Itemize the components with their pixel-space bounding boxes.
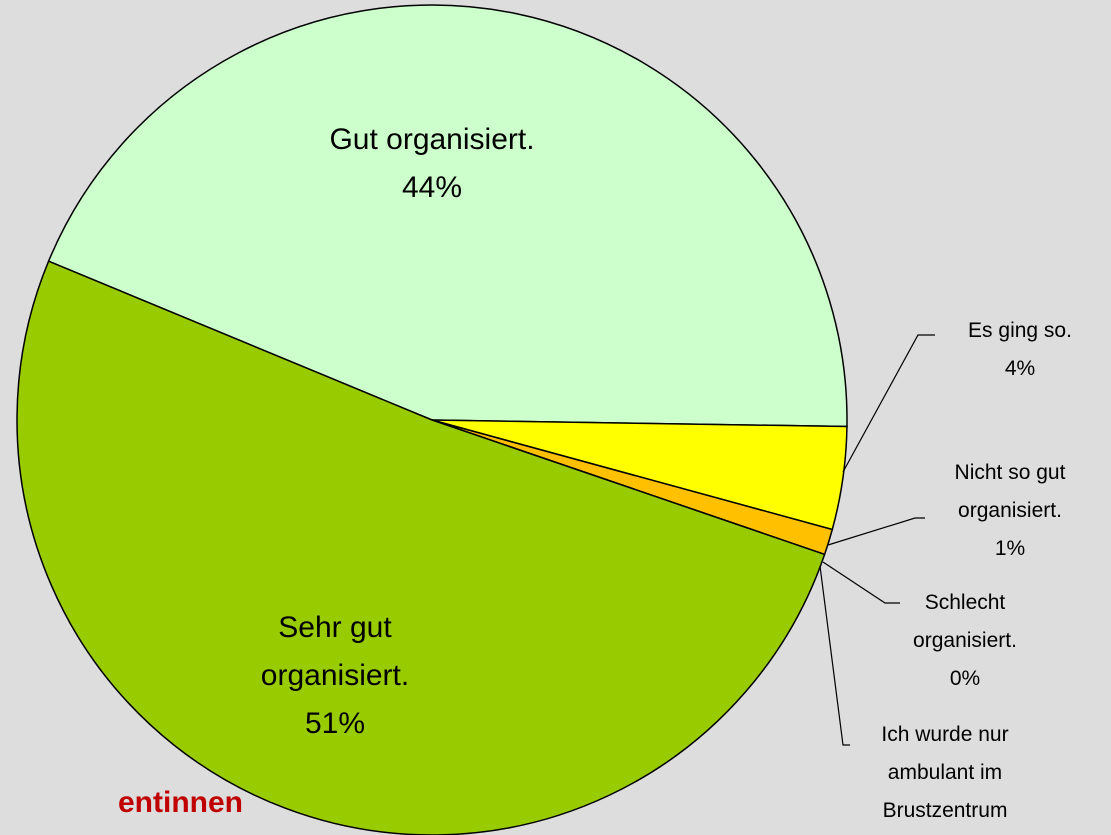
slice-label: Sehr gut organisiert. 51% (210, 604, 460, 748)
category-label: Es ging so. (968, 319, 1072, 342)
value-label: 0% (949, 667, 981, 690)
category-label: Nicht so gut organisiert. (954, 461, 1066, 522)
leader-line (842, 334, 935, 473)
category-label: Sehr gut organisiert. (260, 611, 410, 692)
leader-line (827, 517, 925, 546)
slice-label: Schlecht organisiert. 0% (885, 584, 1045, 698)
leader-line (819, 565, 850, 746)
slice-label: Es ging so. 4% (935, 312, 1105, 388)
leader-line (822, 561, 900, 604)
slice-label: Ich wurde nur ambulant im Brustzentrum (865, 716, 1025, 830)
value-label: 4% (1004, 357, 1036, 380)
category-label: Schlecht organisiert. (913, 591, 1017, 652)
value-label: 51% (304, 707, 366, 740)
slice-label: Gut organisiert. 44% (317, 116, 547, 212)
value-label: 44% (401, 171, 463, 204)
category-label: Ich wurde nur ambulant im Brustzentrum (881, 723, 1009, 822)
value-label: 1% (994, 537, 1026, 560)
category-label: Gut organisiert. (329, 123, 535, 156)
slice-label: Nicht so gut organisiert. 1% (925, 454, 1095, 568)
slice (16, 260, 826, 835)
slice (47, 4, 848, 428)
note: entinnen (118, 786, 243, 819)
